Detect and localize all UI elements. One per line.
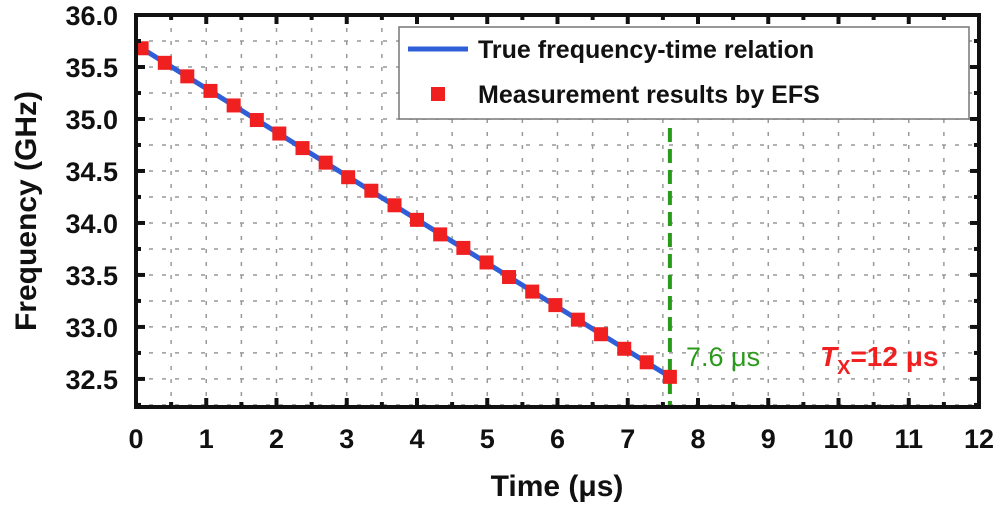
measurement-point <box>249 113 264 128</box>
y-tick-label: 36.0 <box>65 1 118 31</box>
measurement-point <box>570 312 585 327</box>
tx-T: T <box>820 341 840 372</box>
x-tick-label: 11 <box>894 424 923 454</box>
x-tick-label: 10 <box>823 424 853 454</box>
legend-box <box>398 26 970 120</box>
tx-annotation: TX=12 μs <box>820 341 938 379</box>
legend-label-measured: Measurement results by EFS <box>478 81 820 109</box>
x-tick-label: 2 <box>269 424 284 454</box>
y-tick-label: 32.5 <box>65 365 118 395</box>
y-axis-label: Frequency (GHz) <box>10 91 43 331</box>
x-tick-label: 9 <box>761 424 776 454</box>
measurement-point <box>364 183 379 198</box>
x-tick-label: 7 <box>620 424 635 454</box>
tx-sub: X <box>837 357 851 379</box>
measurement-point <box>157 55 172 70</box>
x-tick-labels: 0 1 2 3 4 5 6 7 8 9 10 11 12 <box>128 424 994 454</box>
measurement-point <box>134 41 149 56</box>
vline-annotation: 7.6 μs <box>686 342 760 372</box>
measurement-point <box>272 126 287 141</box>
legend-marker-swatch <box>431 87 445 101</box>
tx-rest: =12 μs <box>850 341 938 372</box>
series-group <box>134 41 677 384</box>
measurement-point <box>456 240 471 255</box>
legend-label-true: True frequency-time relation <box>478 36 814 64</box>
measurement-point <box>226 98 241 113</box>
measurement-point <box>295 141 310 156</box>
x-tick-label: 12 <box>964 424 994 454</box>
ticks <box>134 13 981 407</box>
x-tick-label: 4 <box>409 424 424 454</box>
x-tick-label: 0 <box>128 424 143 454</box>
measurement-point <box>594 327 609 342</box>
measurement-point <box>387 198 402 213</box>
y-tick-label: 33.0 <box>65 313 118 343</box>
x-tick-label: 6 <box>550 424 565 454</box>
y-tick-label: 34.5 <box>65 157 118 187</box>
y-tick-label: 35.5 <box>65 53 118 83</box>
y-tick-label: 35.0 <box>65 105 118 135</box>
measurement-point <box>341 170 356 185</box>
measurement-point <box>203 83 218 98</box>
y-tick-labels: 32.5 33.0 33.5 34.0 34.5 35.0 35.5 36.0 <box>65 1 118 395</box>
measurement-point <box>180 69 195 84</box>
measurement-point <box>525 284 540 299</box>
x-tick-label: 8 <box>690 424 705 454</box>
x-tick-label: 3 <box>339 424 354 454</box>
measurement-point <box>639 355 654 370</box>
measurement-point <box>410 212 424 227</box>
x-tick-label: 5 <box>480 424 495 454</box>
legend: True frequency-time relation Measurement… <box>398 26 970 120</box>
measurement-point <box>502 270 517 285</box>
y-tick-label: 33.5 <box>65 261 118 291</box>
measurement-point <box>548 298 563 313</box>
measurement-point <box>318 155 333 170</box>
measurement-point <box>617 341 632 356</box>
measurement-point <box>433 227 448 242</box>
x-tick-label: 1 <box>199 424 214 454</box>
measurement-point <box>479 255 494 270</box>
y-tick-label: 34.0 <box>65 209 118 239</box>
x-axis-label: Time (μs) <box>491 470 624 503</box>
measurement-point <box>662 369 677 384</box>
